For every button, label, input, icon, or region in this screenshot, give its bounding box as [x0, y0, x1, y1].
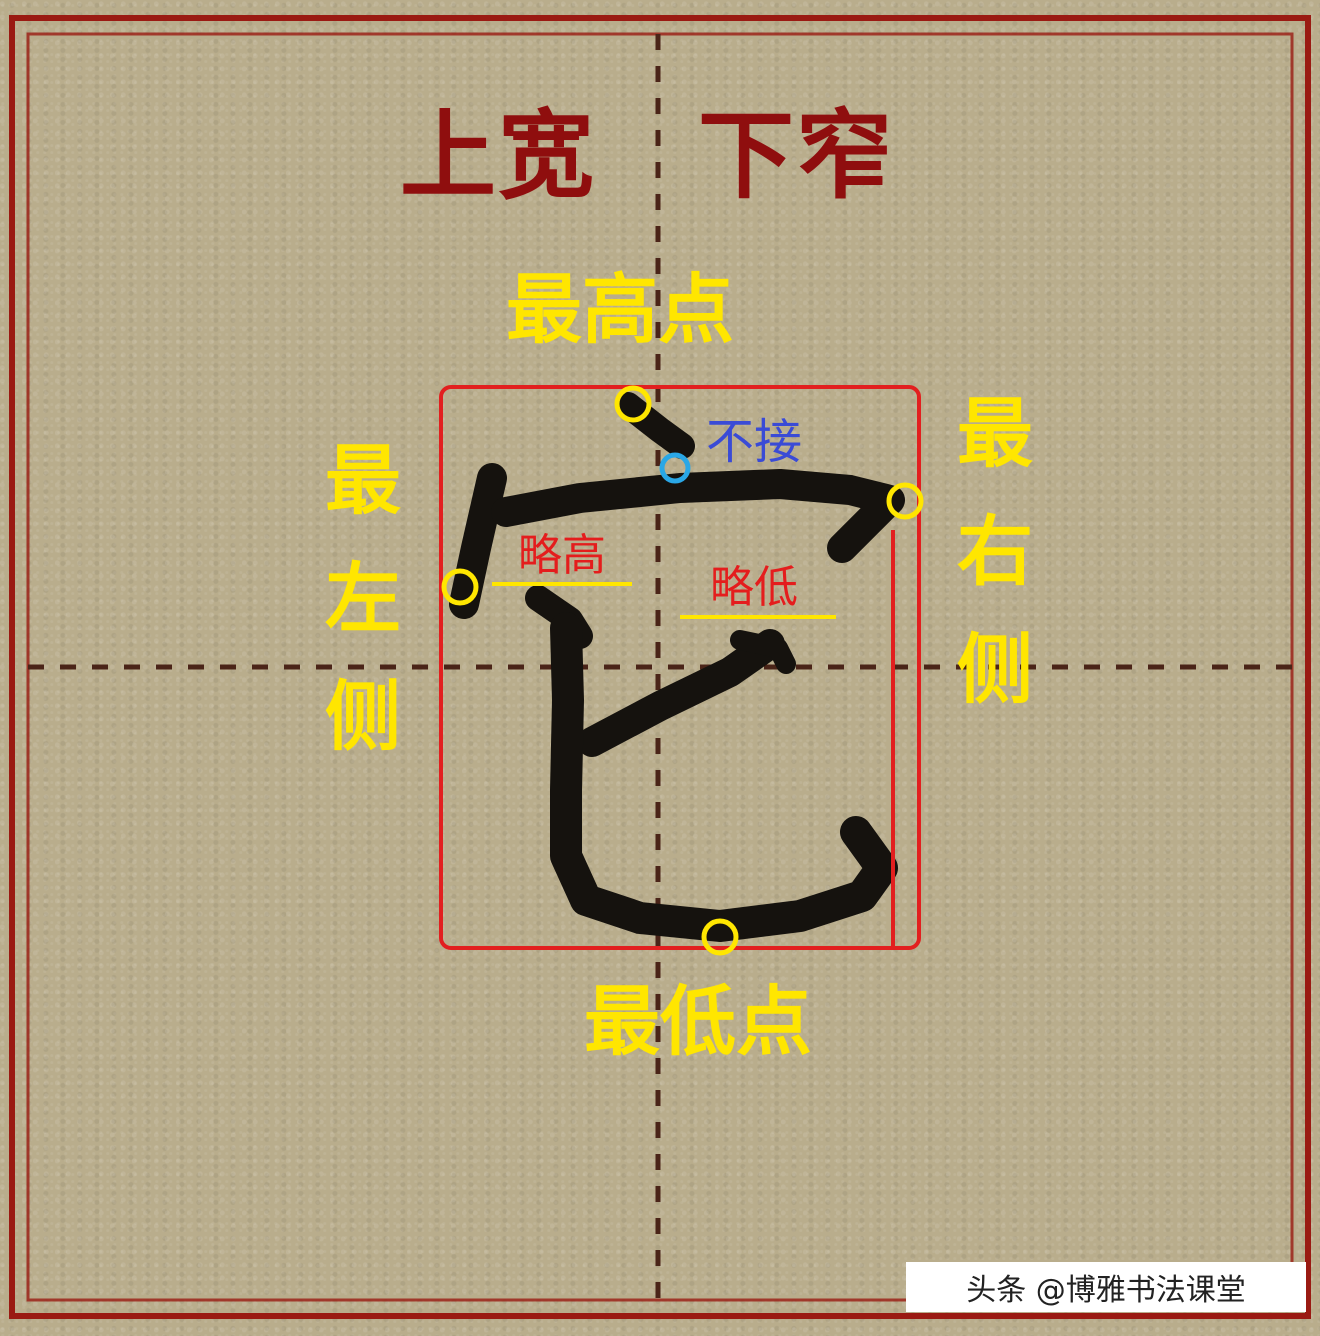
stroke-dot — [615, 392, 695, 459]
label-highest-point: 最高点 — [506, 265, 734, 354]
watermark: 头条 @博雅书法课堂 — [906, 1262, 1306, 1312]
label-lowest-point: 最低点 — [584, 977, 812, 1066]
label-slightly-low: 略低 — [710, 562, 798, 613]
not-connected-marker — [659, 452, 691, 484]
grid-inner-border — [26, 32, 1294, 1302]
stroke-cover-horizontal — [491, 469, 905, 563]
stroke-rising-tip — [730, 630, 796, 674]
label-leftmost-side: 最左侧 — [325, 436, 401, 761]
label-slightly-high: 略高 — [518, 530, 606, 581]
highest-point-marker — [614, 385, 652, 423]
brush-character — [449, 392, 905, 942]
rightmost-point-marker — [886, 482, 924, 520]
leftmost-point-marker — [441, 568, 479, 606]
label-not-connected: 不接 — [706, 414, 803, 470]
stroke-rising — [577, 629, 785, 757]
stroke-vertical-bend-hook — [550, 612, 898, 942]
title-bottom-narrow: 下窄 — [698, 100, 894, 212]
lowest-point-marker — [701, 918, 739, 956]
title-top-wide: 上宽 — [400, 100, 596, 212]
character-bounding-box — [439, 385, 921, 950]
grid-outer-border — [9, 15, 1311, 1319]
stroke-left-vertical — [449, 463, 507, 619]
label-rightmost-side: 最右侧 — [957, 389, 1033, 714]
